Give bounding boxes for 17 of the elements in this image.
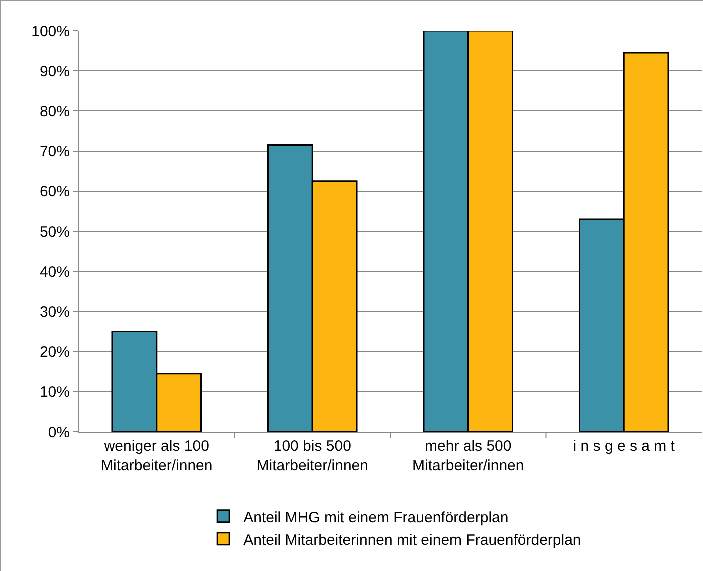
y-tick-label: 60% — [40, 184, 70, 201]
y-tick-label: 50% — [40, 224, 70, 241]
y-tick-label: 70% — [40, 144, 70, 161]
y-tick-label: 90% — [40, 63, 70, 80]
y-tick-label: 10% — [40, 384, 70, 402]
legend-label: Anteil MHG mit einem Frauenförderplan — [244, 509, 509, 526]
y-tick-label: 20% — [40, 344, 70, 362]
y-tick-label: 0% — [48, 424, 70, 442]
x-tick-label: weniger als 100 Mitarbeiter/innen — [101, 438, 213, 474]
x-tick-label: 100 bis 500 Mitarbeiter/innen — [256, 438, 368, 474]
x-tick-label: mehr als 500 Mitarbeiter/innen — [412, 438, 524, 474]
legend-label: Anteil Mitarbeiterinnen mit einem Frauenförderplan — [244, 532, 582, 549]
y-tick-label: 100% — [32, 23, 70, 40]
y-tick-label: 30% — [40, 304, 70, 321]
x-tick-label: i n s g e s a m t — [573, 438, 676, 455]
y-tick-label: 40% — [40, 264, 70, 281]
y-tick-label: 80% — [40, 103, 70, 120]
